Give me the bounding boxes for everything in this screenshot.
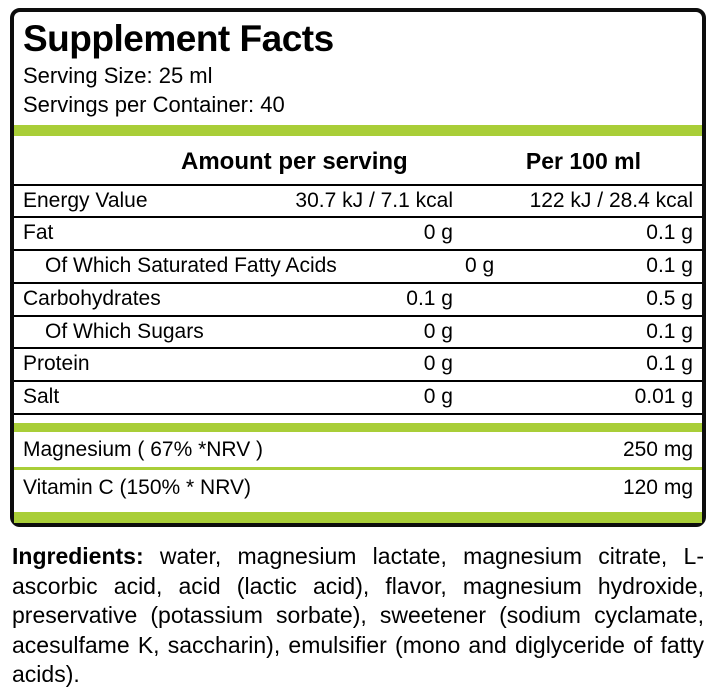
column-header-amount: Amount per serving xyxy=(181,147,408,175)
nutrient-per100: 0.1 g xyxy=(646,254,693,278)
spacer xyxy=(14,415,702,423)
mineral-value: 120 mg xyxy=(622,476,693,500)
nutrient-name: Of Which Saturated Fatty Acids xyxy=(45,254,337,278)
nutrient-row-fat: Fat 0 g 0.1 g xyxy=(14,216,702,249)
nutrient-row-carbohydrates: Carbohydrates 0.1 g 0.5 g xyxy=(14,281,702,315)
nutrient-per100: 0.5 g xyxy=(646,286,693,310)
nutrient-per100: 0.1 g xyxy=(646,221,693,245)
mineral-name: Magnesium ( 67% *NRV ) xyxy=(23,437,264,461)
nutrient-per100: 0.01 g xyxy=(634,385,693,409)
divider-bar-top xyxy=(14,124,702,136)
nutrient-amount: 0 g xyxy=(423,385,453,409)
nutrient-per100: 0.1 g xyxy=(646,352,693,376)
nutrient-name: Salt xyxy=(23,385,60,409)
mineral-row-vitamin-c: Vitamin C (150% * NRV) 120 mg xyxy=(14,470,702,505)
divider-bar-bottom xyxy=(14,512,702,524)
nutrient-amount: 30.7 kJ / 7.1 kcal xyxy=(295,188,453,212)
nutrient-row-protein: Protein 0 g 0.1 g xyxy=(14,347,702,380)
mineral-name: Vitamin C (150% * NRV) xyxy=(23,476,251,500)
nutrient-amount: 0.1 g xyxy=(406,286,453,310)
nutrient-row-saturated-fat: Of Which Saturated Fatty Acids 0 g 0.1 g xyxy=(14,249,702,282)
nutrient-name: Protein xyxy=(23,352,90,376)
ingredients-paragraph: Ingredients: water, magnesium lactate, m… xyxy=(12,542,704,689)
mineral-value: 250 mg xyxy=(622,437,693,461)
nutrient-name: Energy Value xyxy=(23,188,148,212)
nutrient-row-sugars: Of Which Sugars 0 g 0.1 g xyxy=(14,314,702,348)
nutrient-name: Of Which Sugars xyxy=(45,319,204,343)
serving-size: Serving Size: 25 ml xyxy=(23,62,213,88)
facts-panel: Supplement Facts Serving Size: 25 ml Ser… xyxy=(10,8,706,528)
nutrient-name: Fat xyxy=(23,221,54,245)
nutrient-table: Energy Value 30.7 kJ / 7.1 kcal 122 kJ /… xyxy=(14,183,702,415)
column-header-per100: Per 100 ml xyxy=(525,147,641,174)
ingredients-label: Ingredients: xyxy=(12,543,144,570)
nutrient-amount: 0 g xyxy=(423,352,453,376)
nutrient-amount: 0 g xyxy=(423,319,453,343)
nutrient-row-salt: Salt 0 g 0.01 g xyxy=(14,380,702,413)
nutrient-amount: 0 g xyxy=(423,221,453,245)
nutrient-per100: 122 kJ / 28.4 kcal xyxy=(529,188,693,212)
table-header: Amount per serving Per 100 ml xyxy=(14,136,702,184)
nutrient-name: Carbohydrates xyxy=(23,286,161,310)
supplement-label: Supplement Facts Serving Size: 25 ml Ser… xyxy=(0,8,716,689)
divider-bar-middle xyxy=(14,422,702,432)
nutrient-per100: 0.1 g xyxy=(646,319,693,343)
nutrient-row-energy: Energy Value 30.7 kJ / 7.1 kcal 122 kJ /… xyxy=(14,186,702,217)
nutrient-amount: 0 g xyxy=(464,254,495,278)
mineral-row-magnesium: Magnesium ( 67% *NRV ) 250 mg xyxy=(14,432,702,467)
servings-per-container: Servings per Container: 40 xyxy=(23,92,285,118)
label-title: Supplement Facts xyxy=(23,18,334,59)
divider-line-green xyxy=(14,467,702,471)
